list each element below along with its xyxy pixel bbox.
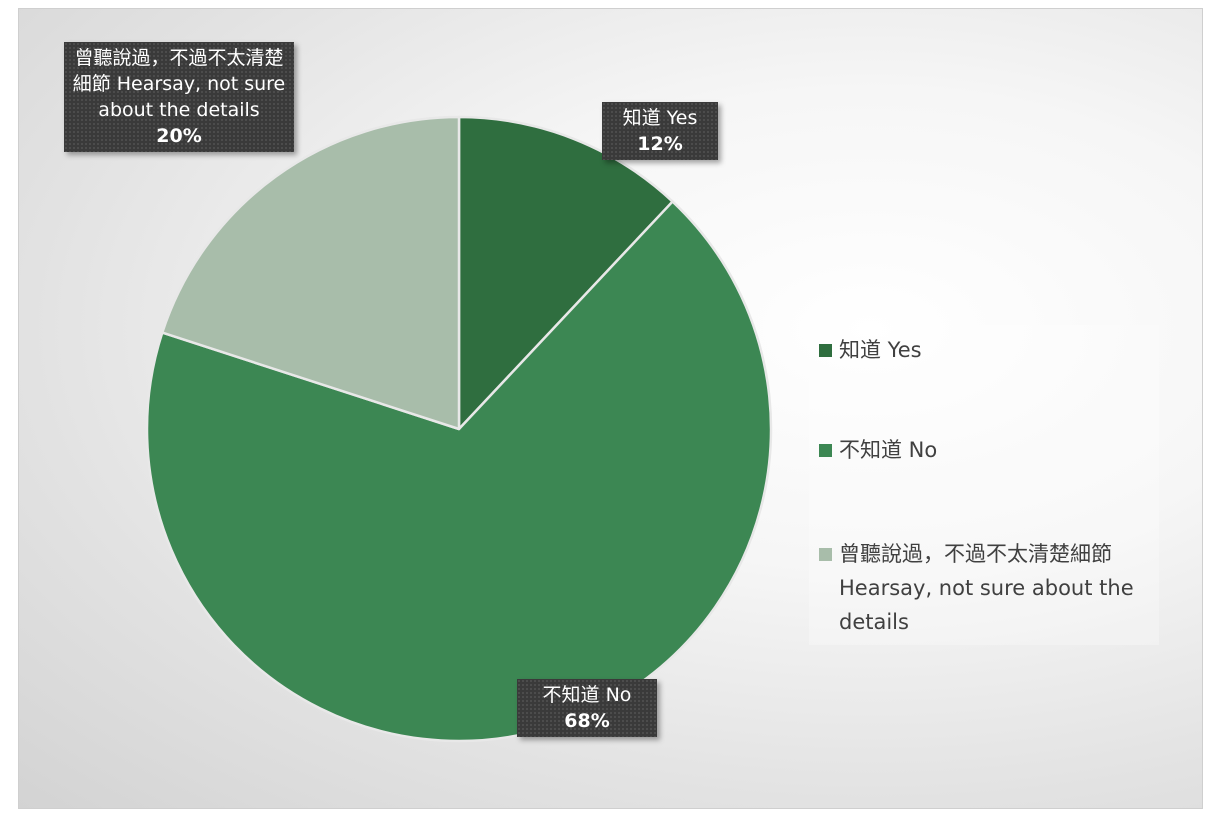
data-label-no: 不知道 No 68% xyxy=(517,679,657,737)
legend-swatch-no xyxy=(819,444,832,457)
data-label-hearsay-percent: 20% xyxy=(156,125,202,147)
chart-area: 知道 Yes 12% 不知道 No 68% 曾聽說過，不過不太清楚細節 Hear… xyxy=(18,8,1203,809)
legend: 知道 Yes 不知道 No 曾聽說過，不過不太清楚細節 Hearsay, not… xyxy=(809,325,1159,645)
data-label-yes: 知道 Yes 12% xyxy=(602,102,718,160)
pie-slice-yes xyxy=(457,115,674,431)
data-label-hearsay-name: 曾聽說過，不過不太清楚細節 Hearsay, not sure about th… xyxy=(72,47,286,121)
data-label-hearsay: 曾聽說過，不過不太清楚細節 Hearsay, not sure about th… xyxy=(64,42,294,152)
legend-label-hearsay: 曾聽說過，不過不太清楚細節 Hearsay, not sure about th… xyxy=(839,542,1134,634)
data-label-no-percent: 68% xyxy=(564,710,610,732)
legend-item-no: 不知道 No xyxy=(819,433,1149,467)
data-label-yes-name: 知道 Yes xyxy=(622,107,698,129)
data-label-yes-percent: 12% xyxy=(637,133,683,155)
legend-swatch-yes xyxy=(819,344,832,357)
pie-chart xyxy=(145,115,773,743)
legend-label-yes: 知道 Yes xyxy=(839,338,922,362)
pie-slice-hearsay xyxy=(161,115,461,431)
legend-item-yes: 知道 Yes xyxy=(819,333,1149,367)
legend-item-hearsay: 曾聽說過，不過不太清楚細節 Hearsay, not sure about th… xyxy=(819,537,1149,639)
legend-swatch-hearsay xyxy=(819,548,832,561)
legend-label-no: 不知道 No xyxy=(839,438,938,462)
data-label-no-name: 不知道 No xyxy=(542,684,632,706)
